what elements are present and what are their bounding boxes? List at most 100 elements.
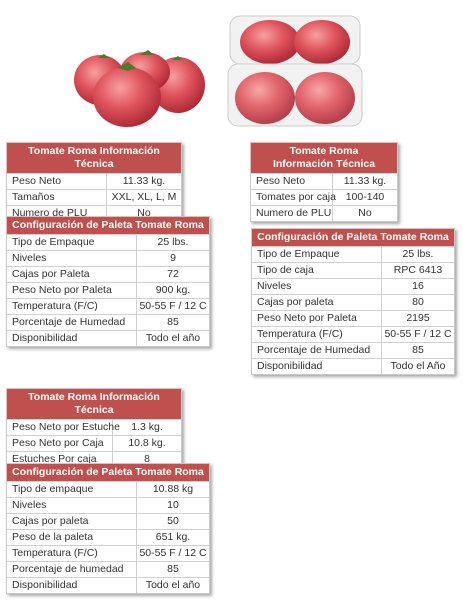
- row-label: Peso Neto: [251, 174, 333, 189]
- row-value: 85: [167, 563, 179, 575]
- row-value: 100-140: [345, 191, 385, 203]
- row-value: 9: [170, 252, 176, 264]
- row-label: Tipo de caja: [252, 263, 382, 278]
- row-value: 11.33 kg.: [122, 175, 166, 187]
- row-label: Disponibilidad: [7, 578, 137, 593]
- table-header: Tomate Roma Información Técnica: [7, 143, 181, 173]
- row-value: RPC 6413: [393, 264, 443, 276]
- table-row: Tipo de Empaque 25 lbs.: [7, 234, 209, 250]
- row-value: 80: [412, 296, 424, 308]
- row-value: 50: [167, 515, 179, 527]
- row-label: Cajas por Paleta: [7, 267, 137, 282]
- row-value: Todo el Año: [390, 360, 446, 372]
- row-value: 10.88 kg: [152, 483, 194, 495]
- row-value: 651 kg.: [155, 531, 191, 543]
- row-value: 50-55 F / 12 C: [139, 547, 207, 559]
- table-row: Numero de PLU No: [251, 205, 397, 221]
- table-row: Porcentaje de Humedad 85: [252, 342, 454, 358]
- row-label: Peso Neto por Caja: [7, 436, 113, 451]
- spec-table: Configuración de Paleta Tomate Roma Tipo …: [6, 216, 210, 347]
- table-row: Cajas por Paleta 72: [7, 266, 209, 282]
- table-row: Peso Neto por Paleta 2195: [252, 310, 454, 326]
- row-label: Temperatura (F/C): [7, 299, 137, 314]
- table-row: Disponibilidad Todo el Año: [252, 358, 454, 374]
- row-label: Temperatura (F/C): [7, 546, 137, 561]
- table-header: Configuración de Paleta Tomate Roma: [252, 229, 454, 246]
- row-label: Temperatura (F/C): [252, 327, 382, 342]
- table-row: Peso Neto por Estuche 1.3 kg.: [7, 419, 181, 435]
- row-label: Cajas por paleta: [252, 295, 382, 310]
- table-row: Disponibilidad Todo el año: [7, 577, 209, 593]
- row-label: Niveles: [7, 251, 137, 266]
- row-label: Tamaños: [7, 190, 107, 205]
- row-value: 10.8 kg.: [128, 437, 166, 449]
- row-label: Peso Neto por Paleta: [252, 311, 382, 326]
- row-value: 50-55 F / 12 C: [139, 300, 207, 312]
- table-row: Cajas por paleta 50: [7, 513, 209, 529]
- table-row: Temperatura (F/C) 50-55 F / 12 C: [7, 545, 209, 561]
- row-value: 2195: [406, 312, 430, 324]
- row-label: Tipo de Empaque: [252, 247, 382, 262]
- row-value: 10: [167, 499, 179, 511]
- table-row: Niveles 10: [7, 497, 209, 513]
- table-header: Configuración de Paleta Tomate Roma: [7, 464, 209, 481]
- table-row: Tipo de empaque 10.88 kg: [7, 481, 209, 497]
- row-value: 8: [144, 453, 150, 465]
- row-label: Numero de PLU: [251, 206, 333, 221]
- table-row: Peso Neto 11.33 kg.: [7, 173, 181, 189]
- row-value: 85: [412, 344, 424, 356]
- table-row: Tipo de Empaque 25 lbs.: [252, 246, 454, 262]
- row-label: Peso Neto por Paleta: [7, 283, 137, 298]
- row-label: Tipo de empaque: [7, 482, 137, 497]
- table-row: Tamaños XXL, XL, L, M: [7, 189, 181, 205]
- row-value: 11.33 kg.: [343, 175, 387, 187]
- row-label: Peso Neto por Estuche: [7, 420, 120, 435]
- product-images: [74, 15, 363, 127]
- spec-table: Configuración de Paleta Tomate Roma Tipo …: [6, 463, 210, 594]
- row-value: No: [358, 207, 372, 219]
- row-value: 1.3 kg.: [131, 421, 163, 433]
- table-row: Estuches Por caja 8: [7, 451, 181, 467]
- table-header-bar: Tomate Roma Información Técnica: [251, 143, 397, 173]
- table-header: Tomate Roma Información Técnica: [265, 143, 383, 173]
- row-label: Tomates por caja: [251, 190, 336, 205]
- row-label: Niveles: [7, 498, 137, 513]
- clamshell-package: [227, 15, 363, 127]
- row-label: Porcentaje de Humedad: [252, 343, 382, 358]
- row-value: XXL, XL, L, M: [111, 191, 177, 203]
- spec-table: Tomate Roma Información Técnica Peso Neto…: [6, 388, 182, 468]
- table-row: Peso Neto por Caja 10.8 kg.: [7, 435, 181, 451]
- row-value: 50-55 F / 12 C: [384, 328, 452, 340]
- spec-table: Tomate Roma Información Técnica Peso Neto…: [6, 142, 182, 222]
- row-label: Estuches Por caja: [7, 452, 113, 467]
- row-label: Porcentaje de humedad: [7, 562, 137, 577]
- table-row: Temperatura (F/C) 50-55 F / 12 C: [252, 326, 454, 342]
- row-label: Cajas por paleta: [7, 514, 137, 529]
- row-label: Niveles: [252, 279, 382, 294]
- table-row: Peso de la paleta 651 kg.: [7, 529, 209, 545]
- table-row: Tomates por caja 100-140: [251, 189, 397, 205]
- table-row: Disponibilidad Todo el año: [7, 330, 209, 346]
- row-label: Peso Neto: [7, 174, 107, 189]
- spec-table: Tomate Roma Información Técnica Peso Neto…: [250, 142, 398, 222]
- row-value: 25 lbs.: [157, 236, 189, 248]
- table-row: Tipo de caja RPC 6413: [252, 262, 454, 278]
- table-row: Peso Neto 11.33 kg.: [251, 173, 397, 189]
- row-value: Todo el año: [145, 332, 201, 344]
- row-label: Tipo de Empaque: [7, 235, 137, 250]
- tomato-cluster: [74, 50, 205, 127]
- table-header: Tomate Roma Información Técnica: [7, 389, 181, 419]
- row-label: Peso de la paleta: [7, 530, 137, 545]
- row-value: 16: [412, 280, 424, 292]
- table-header: Configuración de Paleta Tomate Roma: [7, 217, 209, 234]
- table-row: Niveles 16: [252, 278, 454, 294]
- row-label: Disponibilidad: [7, 331, 137, 346]
- row-value: Todo el año: [145, 579, 201, 591]
- table-row: Porcentaje de Humedad 85: [7, 314, 209, 330]
- row-value: 72: [167, 268, 179, 280]
- row-value: 25 lbs.: [402, 248, 434, 260]
- row-value: 900 kg.: [155, 284, 191, 296]
- table-row: Cajas por paleta 80: [252, 294, 454, 310]
- row-label: Disponibilidad: [252, 359, 382, 374]
- table-row: Porcentaje de humedad 85: [7, 561, 209, 577]
